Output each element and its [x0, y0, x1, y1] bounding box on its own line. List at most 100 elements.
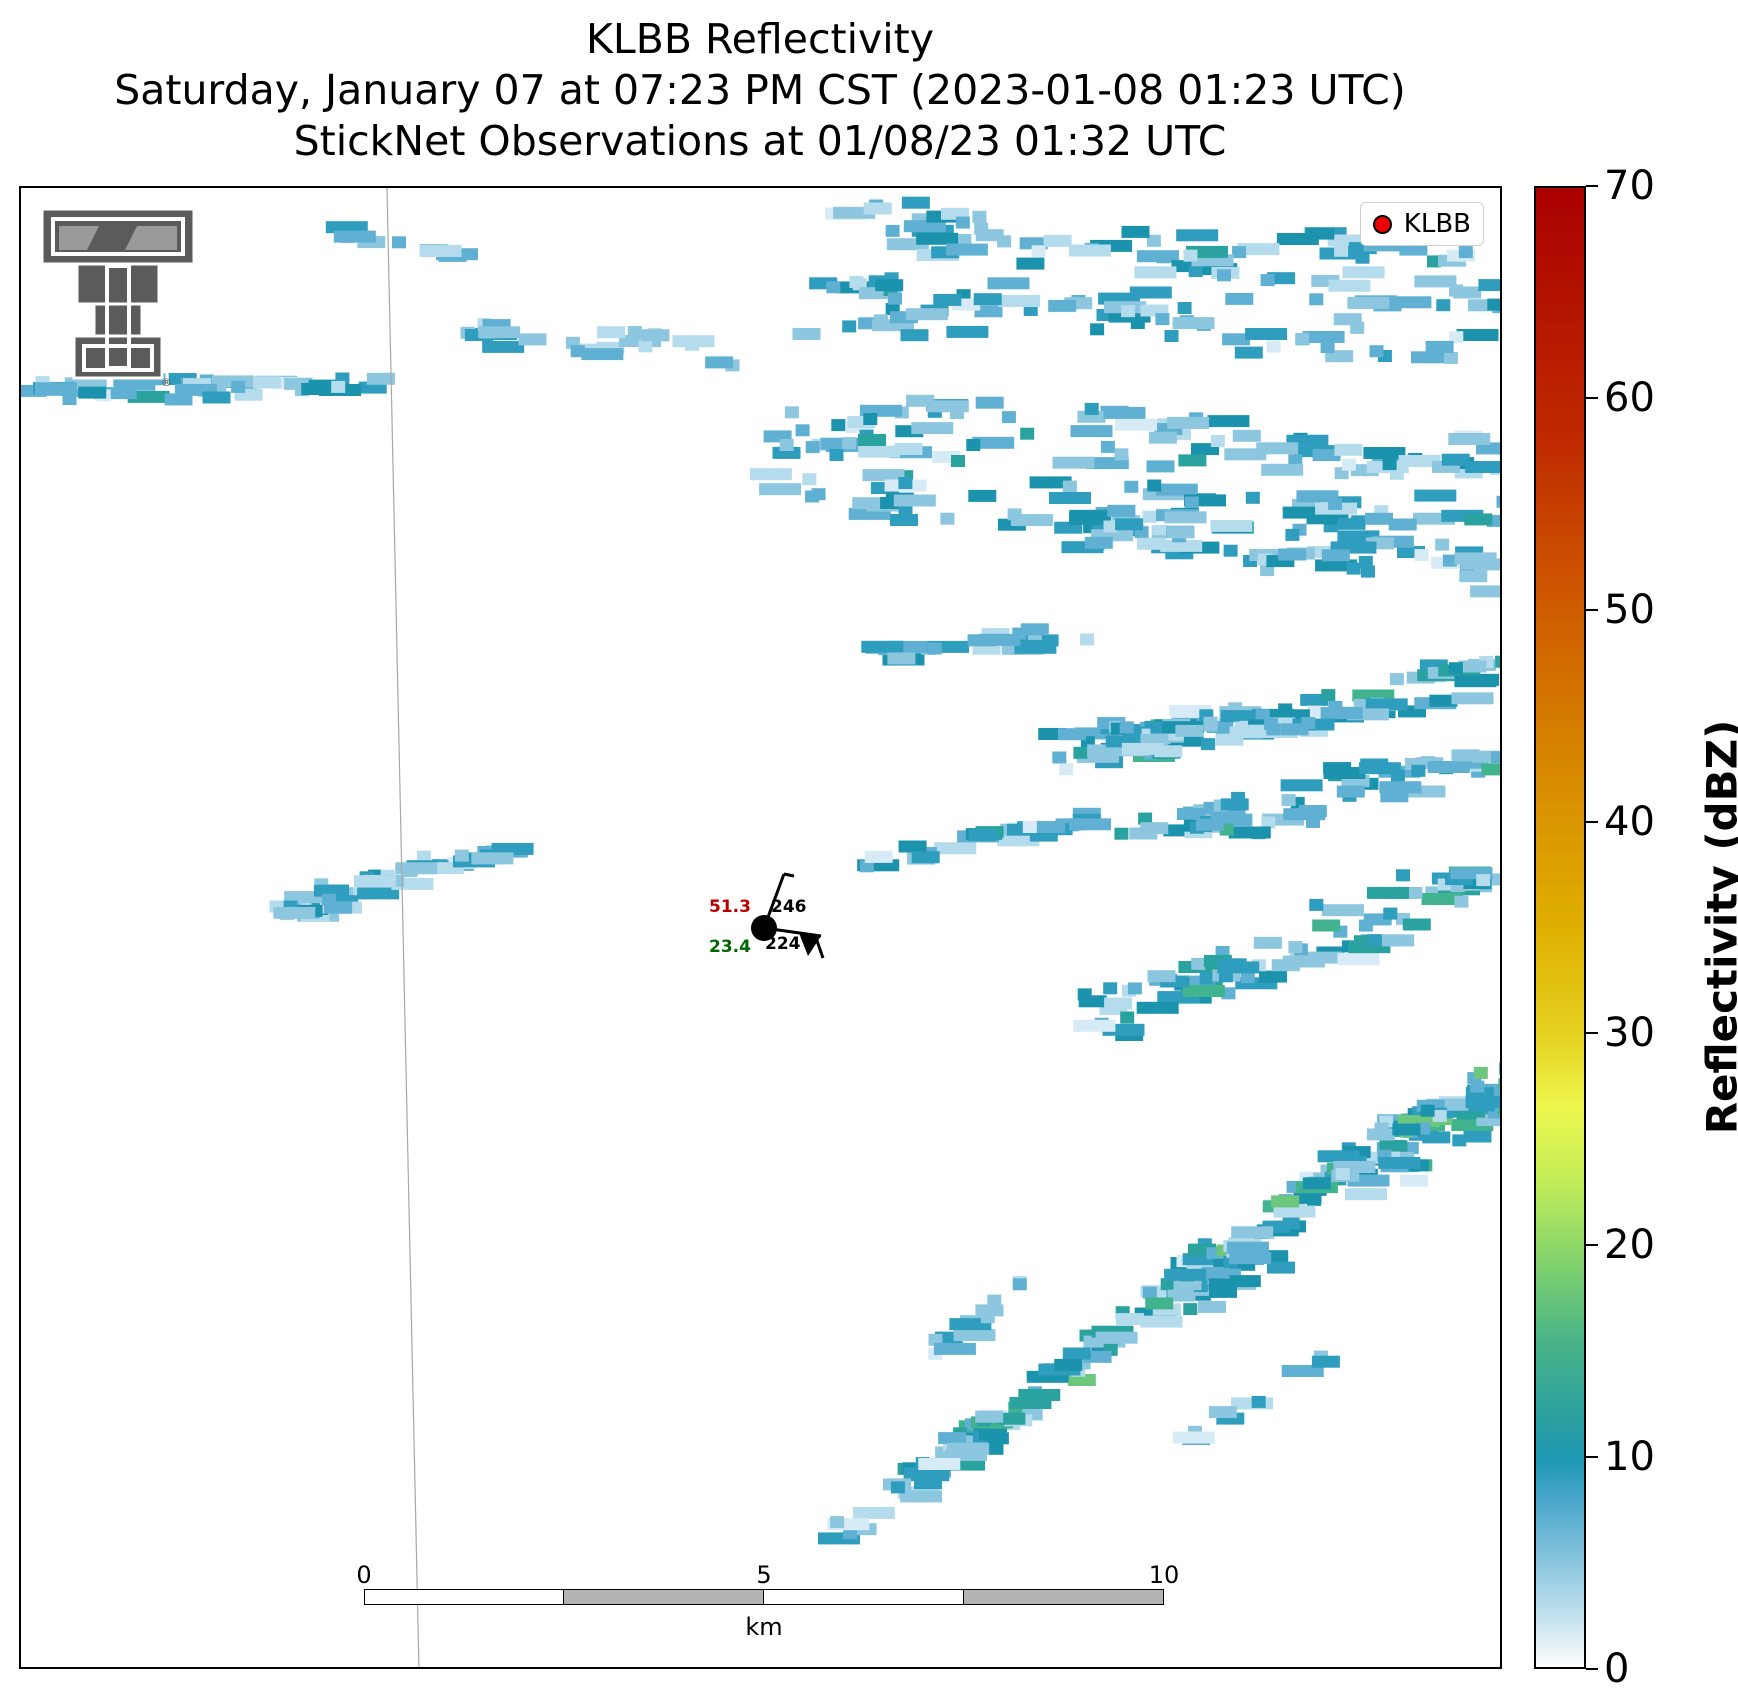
- echo-cell: [518, 333, 547, 346]
- echo-cell: [749, 468, 792, 481]
- echo-cell: [953, 1329, 996, 1342]
- echo-cell: [1285, 1217, 1300, 1229]
- echo-cell: [1210, 435, 1225, 447]
- echo-cell: [419, 245, 462, 257]
- echo-cell: [931, 246, 960, 259]
- echo-cell: [353, 875, 396, 888]
- echo-cell: [1256, 442, 1299, 455]
- echo-cell: [1383, 907, 1398, 920]
- echo-cell: [416, 850, 431, 863]
- title-line-3: StickNet Observations at 01/08/23 01:32 …: [293, 117, 1227, 165]
- scale-segment: [763, 1589, 964, 1605]
- echo-cell: [1448, 662, 1463, 675]
- echo-cell: [1049, 492, 1091, 504]
- echo-cell: [1348, 541, 1377, 554]
- colorbar-tick-mark: [1586, 608, 1598, 611]
- echo-cell: [1020, 623, 1049, 636]
- echo-cell: [1124, 480, 1139, 493]
- echo-cell: [627, 325, 642, 338]
- echo-cell: [1225, 292, 1254, 305]
- echo-cell: [805, 490, 820, 503]
- echo-cell: [333, 230, 376, 243]
- echo-cell: [1253, 936, 1282, 949]
- echo-cell: [1396, 869, 1410, 882]
- echo-cell: [1283, 808, 1326, 821]
- echo-cell: [1127, 982, 1142, 995]
- echo-cell: [1321, 689, 1336, 702]
- echo-cell: [1296, 490, 1339, 503]
- echo-cell: [1309, 898, 1324, 911]
- echo-cell: [1421, 893, 1464, 905]
- echo-cell: [1090, 323, 1105, 336]
- colorbar-tick-label: 60: [1604, 374, 1655, 421]
- echo-cell: [1059, 763, 1074, 776]
- echo-cell: [1054, 1358, 1083, 1371]
- echo-cell: [1369, 345, 1384, 358]
- echo-cell: [672, 335, 715, 348]
- echo-cell: [1232, 429, 1261, 442]
- echo-cell: [1070, 425, 1113, 438]
- echo-cell: [1365, 512, 1393, 525]
- echo-cell: [940, 512, 955, 525]
- reflectivity-echoes: [21, 196, 1500, 1545]
- echo-cell: [1107, 504, 1136, 517]
- echo-cell: [968, 489, 997, 502]
- echo-cell: [1302, 331, 1345, 343]
- echo-cell: [1147, 479, 1162, 492]
- echo-cell: [1155, 483, 1198, 496]
- echo-cell: [1155, 313, 1170, 326]
- echo-cell: [1427, 761, 1470, 773]
- echo-cell: [1062, 480, 1077, 493]
- echo-cell: [1312, 919, 1341, 932]
- echo-cell: [1080, 633, 1095, 646]
- echo-cell: [1454, 675, 1497, 688]
- echo-cell: [1337, 953, 1380, 966]
- echo-cell: [1470, 585, 1500, 598]
- echo-cell: [1164, 1268, 1207, 1281]
- echo-cell: [849, 276, 864, 288]
- echo-cell: [911, 851, 940, 864]
- colorbar-tick-mark: [1586, 1456, 1598, 1459]
- echo-cell: [795, 424, 810, 437]
- colorbar-label: Reflectivity (dBZ): [1697, 719, 1738, 1135]
- echo-cell: [273, 906, 316, 919]
- echo-cell: [900, 329, 929, 342]
- echo-cell: [1222, 333, 1251, 346]
- echo-cell: [938, 1432, 967, 1445]
- echo-cell: [784, 406, 799, 419]
- echo-cell: [1335, 1168, 1350, 1180]
- echo-cell: [1037, 821, 1066, 833]
- echo-cell: [1134, 266, 1177, 279]
- colorbar-tick-label: 70: [1604, 163, 1655, 209]
- echo-cell: [1451, 749, 1480, 762]
- colorbar-tick-mark: [1586, 1244, 1598, 1247]
- echo-cell: [1481, 763, 1500, 776]
- echo-cell: [1121, 305, 1136, 318]
- echo-cell: [1140, 822, 1169, 835]
- echo-cell: [62, 393, 77, 405]
- echo-cell: [1312, 449, 1341, 462]
- echo-cell: [1240, 971, 1255, 984]
- echo-cell: [1336, 785, 1365, 798]
- colorbar-tick-mark: [1586, 820, 1598, 823]
- echo-cell: [1288, 454, 1303, 467]
- double-t-icon: ®: [40, 207, 196, 389]
- echo-cell: [779, 439, 794, 451]
- echo-cell: [1138, 812, 1153, 825]
- scale-tick-5: 5: [756, 1561, 772, 1589]
- echo-cell: [1073, 1019, 1116, 1032]
- echo-cell: [164, 393, 193, 406]
- echo-cell: [1010, 514, 1053, 527]
- echo-cell: [1069, 512, 1111, 525]
- echo-cell: [1095, 1331, 1138, 1344]
- echo-cell: [1103, 520, 1118, 533]
- echo-cell: [1302, 1177, 1331, 1190]
- echo-cell: [979, 1428, 1007, 1441]
- echo-cell: [1160, 539, 1203, 552]
- echo-cell: [1306, 227, 1335, 240]
- echo-cell: [1321, 904, 1364, 917]
- echo-cell: [331, 380, 346, 393]
- echo-cell: [1499, 1062, 1500, 1075]
- echo-cell: [1311, 1355, 1340, 1368]
- echo-cell: [1350, 321, 1365, 334]
